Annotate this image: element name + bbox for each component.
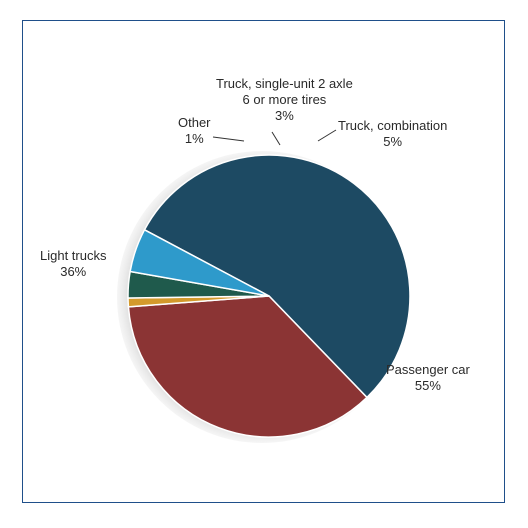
pie-slice-light-trucks — [127, 295, 369, 438]
leader-line-other — [212, 136, 245, 142]
label-other: Other 1% — [178, 115, 211, 147]
slice-label-other-name: Other — [178, 115, 211, 130]
slice-label-light-trucks-value: 36% — [60, 264, 87, 279]
slice-label-combination-name: Truck, combination — [338, 118, 448, 133]
label-truck-single-unit: Truck, single-unit 2 axle 6 or more tire… — [216, 76, 353, 124]
slice-label-light-trucks-name: Light trucks — [40, 248, 107, 263]
label-light-trucks: Light trucks 36% — [40, 248, 106, 280]
slice-label-passenger-car-name: Passenger car — [386, 362, 470, 377]
label-truck-combination: Truck, combination 5% — [338, 118, 447, 150]
pie-slice-truck-combination — [129, 228, 270, 297]
slice-label-single-unit-name: Truck, single-unit 2 axle — [216, 76, 353, 91]
slice-label-single-unit-name-line2: 6 or more tires — [242, 92, 327, 107]
slice-label-other-value: 1% — [184, 131, 204, 146]
leader-line-combination — [317, 129, 337, 142]
slice-label-passenger-car-value: 55% — [414, 378, 441, 393]
slice-label-combination-value: 5% — [383, 134, 403, 149]
leader-line-single-unit — [271, 131, 281, 146]
label-passenger-car: Passenger car 55% — [386, 362, 470, 394]
slice-label-single-unit-value: 3% — [275, 108, 294, 123]
pie-slice-passenger-car — [143, 154, 411, 399]
